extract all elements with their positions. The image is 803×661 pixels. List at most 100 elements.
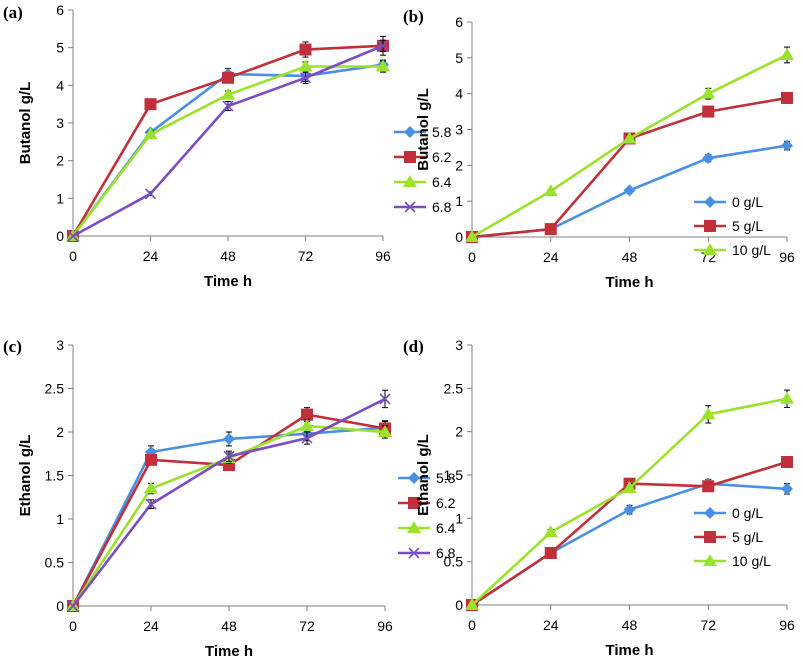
data-point — [465, 230, 479, 242]
y-tick-label: 1 — [455, 510, 463, 526]
data-point — [623, 503, 636, 516]
chart-panel-c: (c) 0 0.5 1 1.5 2 2.5 3 0 24 48 72 96 Time h Ethanol g… — [3, 337, 456, 660]
x-tick-label: 96 — [779, 249, 795, 265]
legend: 5.8 6.2 6.4 6.8 — [394, 124, 452, 215]
y-tick-label: 3 — [455, 337, 463, 353]
series-10-g-l — [465, 389, 794, 610]
y-tick-label: 4 — [455, 86, 463, 102]
x-axis-label: Time h — [605, 274, 653, 291]
legend-label: 6.8 — [436, 545, 456, 561]
y-tick-label: 0 — [56, 598, 64, 614]
x-axis-label: Time h — [204, 273, 252, 290]
data-point — [465, 598, 479, 610]
y-tick-label: 3 — [455, 122, 463, 138]
x-tick-label: 72 — [299, 618, 315, 634]
panel-label: (a) — [3, 3, 23, 22]
legend-item: 6.4 — [394, 174, 452, 190]
x-tick-label: 48 — [220, 248, 236, 264]
data-point — [67, 230, 79, 242]
legend-marker-stroke-2 — [408, 547, 420, 559]
data-point — [299, 72, 312, 84]
legend-item: 6.8 — [398, 545, 456, 561]
data-point — [622, 481, 637, 493]
legend-label: 5.8 — [432, 124, 452, 140]
x-tick-label: 72 — [700, 617, 716, 633]
legend-label: 5.8 — [436, 470, 456, 486]
data-point-stroke-2 — [67, 230, 79, 242]
data-point — [781, 456, 793, 468]
legend-label: 6.4 — [436, 520, 456, 536]
data-point — [543, 184, 558, 197]
data-point — [701, 86, 716, 99]
data-point — [780, 47, 794, 60]
series-line — [71, 397, 386, 607]
data-point-stroke-2 — [145, 498, 157, 510]
y-tick-label: 0.5 — [45, 555, 65, 571]
series-5-8 — [67, 420, 391, 612]
y-tick-label: 1 — [56, 190, 64, 206]
data-point — [377, 40, 389, 52]
data-point — [702, 480, 715, 493]
legend-marker — [407, 521, 421, 533]
x-tick-label: 24 — [543, 617, 559, 633]
data-point — [780, 391, 794, 404]
data-point — [222, 71, 234, 84]
panel-label: (b) — [403, 7, 424, 26]
legend-label: 5 g/L — [732, 218, 763, 234]
series-6-8 — [67, 39, 389, 242]
legend-marker — [404, 126, 416, 138]
legend-item: 0 g/L — [694, 505, 763, 521]
data-point — [702, 105, 715, 118]
legend-label: 6.8 — [432, 199, 452, 215]
x-tick-label: 48 — [221, 618, 237, 634]
x-tick-label: 24 — [143, 248, 159, 264]
y-tick-label: 5 — [56, 40, 64, 56]
legend-marker — [704, 220, 716, 232]
legend-marker — [408, 547, 420, 559]
legend-marker — [703, 243, 717, 255]
legend-label: 6.4 — [432, 174, 452, 190]
data-point — [300, 418, 314, 431]
data-point — [781, 91, 793, 104]
x-axis-label: Time h — [205, 643, 253, 660]
legend: 0 g/L 5 g/L 10 g/L — [694, 505, 771, 569]
data-point — [544, 223, 557, 236]
series-6-2 — [67, 35, 389, 242]
panel-label: (c) — [3, 337, 22, 356]
data-point — [301, 408, 313, 421]
y-tick-label: 1.5 — [45, 468, 65, 484]
y-tick-label: 2 — [455, 424, 463, 440]
data-point — [298, 59, 313, 72]
y-axis-label: Butanol g/L — [415, 88, 432, 171]
y-tick-label: 1.5 — [444, 467, 464, 483]
legend-item: 10 g/L — [694, 242, 771, 258]
legend-item: 10 g/L — [694, 553, 771, 569]
legend-item: 5 g/L — [694, 218, 763, 234]
data-point — [378, 425, 392, 437]
legend-marker — [704, 507, 716, 519]
y-axis-label: Butanol g/L — [17, 82, 34, 165]
legend-marker — [408, 497, 420, 509]
x-tick-label: 96 — [779, 617, 795, 633]
y-axis-label: Ethanol g/L — [415, 434, 432, 516]
legend-label: 6.2 — [436, 495, 456, 511]
data-point — [221, 87, 235, 100]
data-point — [376, 59, 390, 72]
x-tick-label: 0 — [468, 249, 476, 265]
data-point — [781, 482, 793, 495]
data-point-stroke-2 — [222, 100, 234, 112]
legend: 0 g/L 5 g/L 10 g/L — [694, 194, 771, 258]
x-tick-label: 0 — [468, 617, 476, 633]
legend-item: 5 g/L — [694, 529, 763, 545]
y-tick-label: 0 — [455, 597, 463, 613]
data-point — [223, 432, 235, 445]
data-point — [144, 481, 158, 494]
data-point — [701, 407, 716, 420]
x-tick-label: 24 — [543, 249, 559, 265]
data-point — [301, 432, 313, 444]
legend-marker — [404, 151, 416, 163]
legend-item: 6.4 — [398, 520, 456, 536]
data-point — [222, 100, 234, 112]
